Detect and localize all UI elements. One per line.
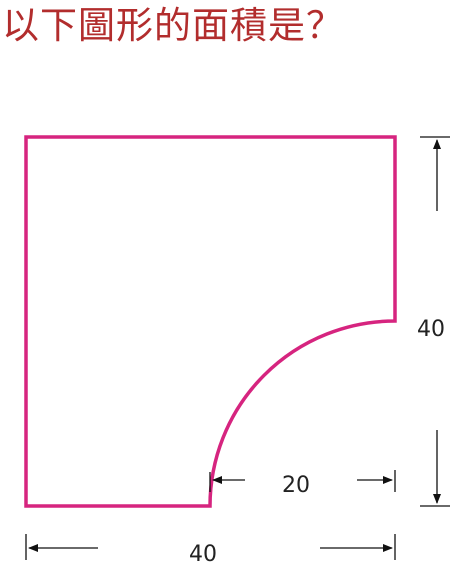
question-title: 以下圖形的面積是？: [2, 4, 344, 47]
shape-outline: [24, 135, 397, 508]
width-dimension: 40: [25, 534, 396, 564]
height-dimension: 40: [417, 136, 450, 507]
width-label: 40: [189, 542, 217, 564]
radius-label: 20: [282, 473, 310, 498]
radius-dimension: 20: [209, 470, 396, 498]
height-label: 40: [417, 317, 445, 342]
